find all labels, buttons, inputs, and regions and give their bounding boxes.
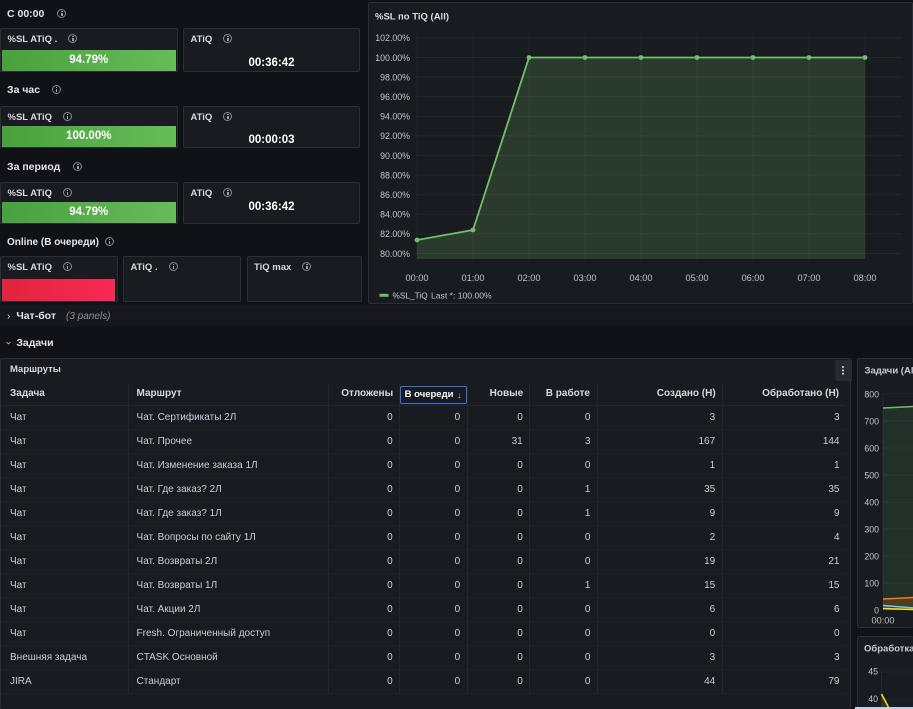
svg-text:90.00%: 90.00% (380, 151, 410, 161)
svg-text:00:00: 00:00 (872, 616, 895, 626)
svg-text:05:00: 05:00 (686, 273, 709, 283)
svg-text:98.00%: 98.00% (380, 72, 410, 82)
svg-text:03:00: 03:00 (574, 273, 597, 283)
svg-text:102.00%: 102.00% (375, 33, 410, 43)
svg-text:45: 45 (868, 666, 878, 676)
svg-text:40: 40 (868, 694, 878, 704)
svg-text:Задачи (All): Задачи (All) (865, 366, 913, 377)
svg-text:400: 400 (864, 497, 879, 507)
svg-text:600: 600 (864, 443, 879, 453)
svg-text:82.00%: 82.00% (380, 229, 410, 239)
svg-text:100.00%: 100.00% (375, 53, 410, 63)
svg-text:80.00%: 80.00% (380, 249, 410, 259)
svg-text:04:00: 04:00 (630, 273, 653, 283)
svg-text:96.00%: 96.00% (380, 92, 410, 102)
svg-text:0: 0 (874, 605, 879, 615)
svg-text:100: 100 (864, 578, 879, 588)
svg-text:88.00%: 88.00% (380, 170, 410, 180)
svg-text:86.00%: 86.00% (380, 190, 410, 200)
svg-text:02:00: 02:00 (518, 273, 541, 283)
svg-text:Last *: 100.00%: Last *: 100.00% (431, 290, 492, 300)
svg-text:92.00%: 92.00% (380, 131, 410, 141)
svg-text:07:00: 07:00 (798, 273, 821, 283)
svg-text:200: 200 (864, 551, 879, 561)
svg-text:84.00%: 84.00% (380, 210, 410, 220)
svg-text:300: 300 (864, 524, 879, 534)
svg-text:08:00: 08:00 (854, 273, 877, 283)
svg-text:00:00: 00:00 (406, 273, 429, 283)
svg-text:%SL_TiQ: %SL_TiQ (393, 290, 429, 300)
svg-text:06:00: 06:00 (742, 273, 765, 283)
svg-text:500: 500 (864, 470, 879, 480)
svg-text:800: 800 (864, 389, 879, 399)
svg-text:01:00: 01:00 (462, 273, 485, 283)
svg-text:Обработка вне о: Обработка вне о (864, 644, 913, 655)
svg-text:700: 700 (864, 416, 879, 426)
svg-text:94.00%: 94.00% (380, 112, 410, 122)
svg-text:%SL по TiQ (All): %SL по TiQ (All) (375, 12, 449, 23)
